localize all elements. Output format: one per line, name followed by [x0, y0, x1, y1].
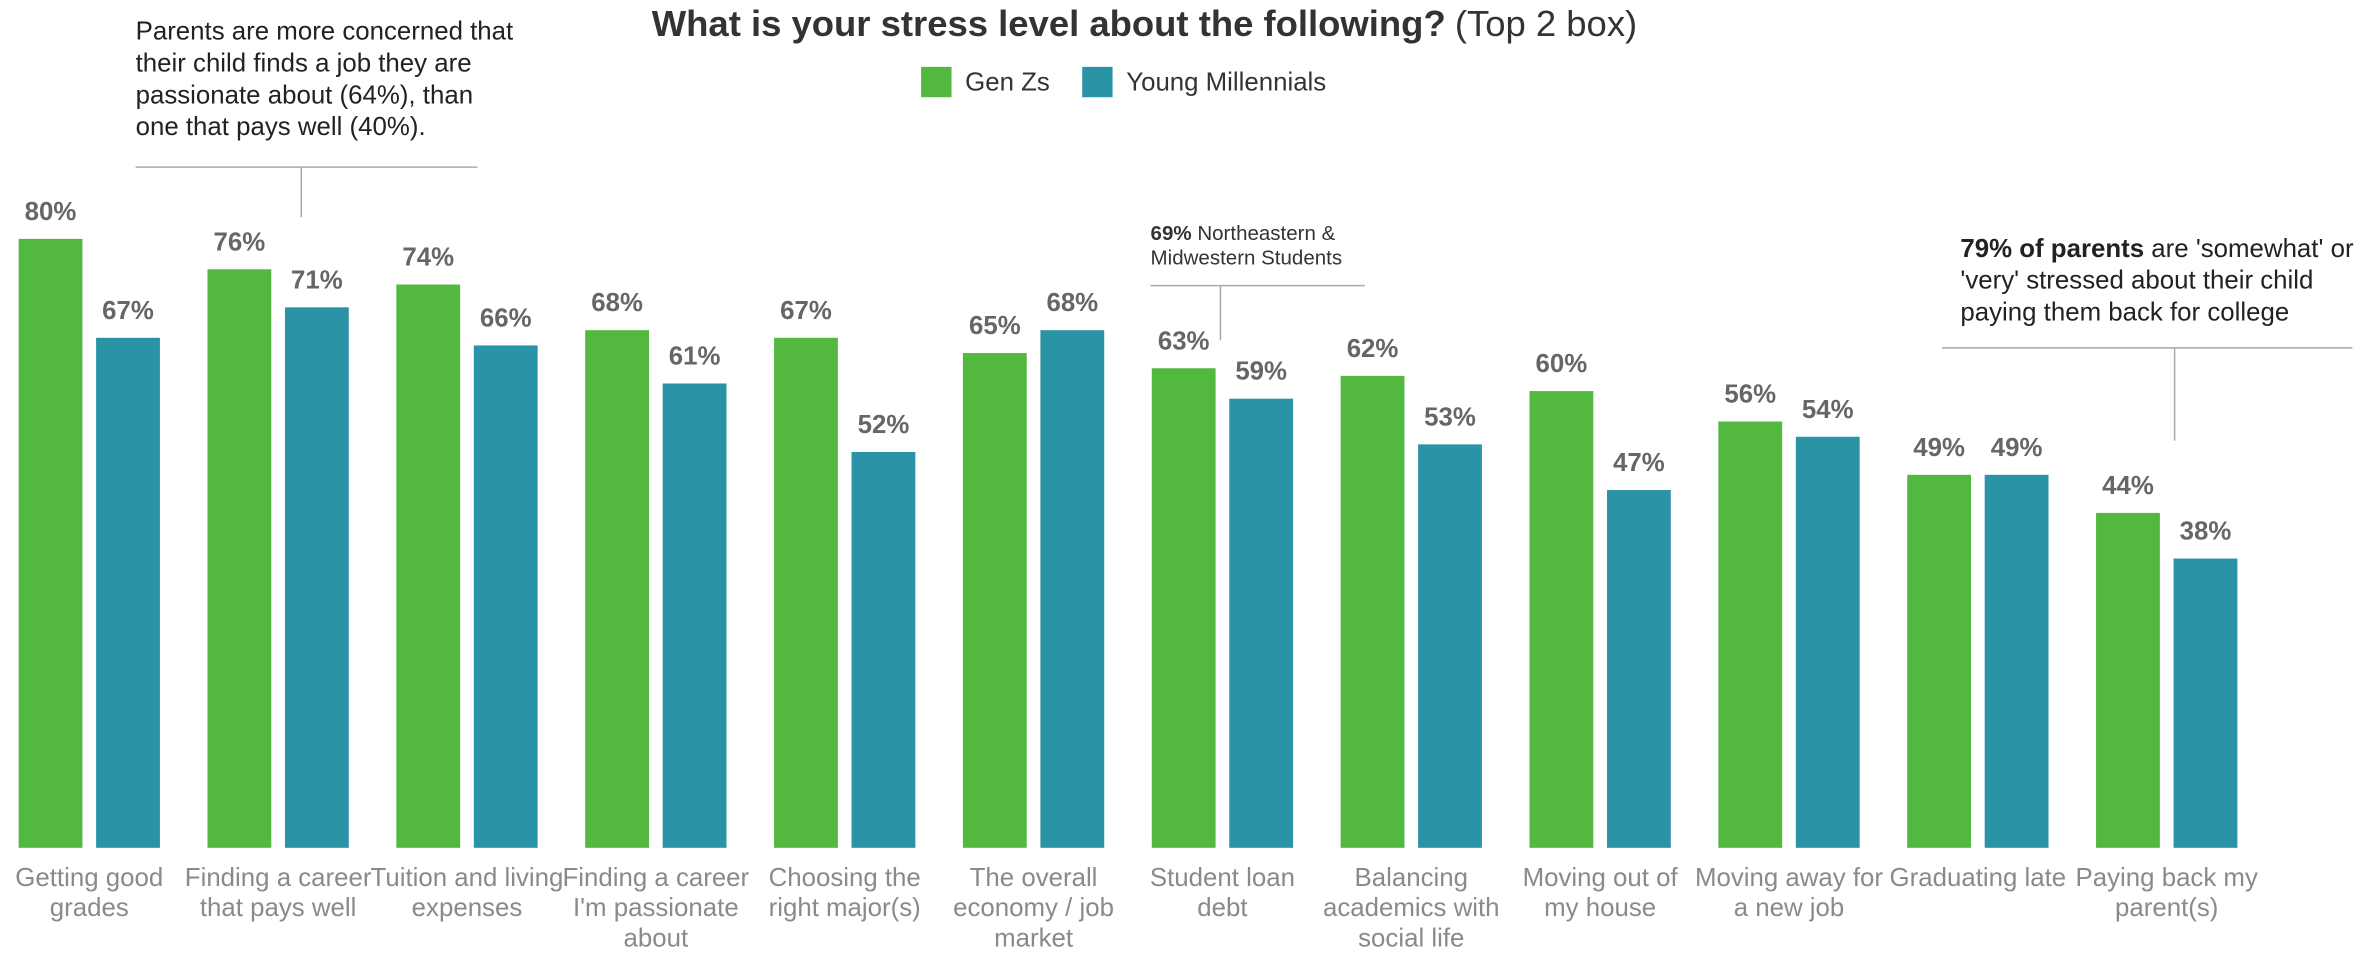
annotation-bold: 69% [1150, 221, 1192, 245]
bar [96, 337, 160, 848]
bar [1418, 444, 1482, 848]
legend-swatch [1082, 66, 1113, 98]
legend-label: Gen Zs [965, 68, 1050, 96]
x-tick-label: Moving away for a new job [1694, 863, 1884, 923]
annotation-text: Parents are more concerned that their ch… [135, 16, 514, 142]
bar [18, 238, 83, 848]
bar [1529, 391, 1594, 848]
x-tick-label-box: Tuition and living expenses [370, 863, 564, 923]
bar [284, 307, 349, 848]
value-label: 61% [669, 342, 721, 370]
value-label: 38% [2180, 518, 2232, 546]
x-tick-label-box: Getting good grades [15, 863, 164, 923]
value-label: 56% [1724, 381, 1776, 409]
value-label: 67% [102, 297, 154, 325]
x-tick-label: The overall economy / job market [953, 863, 1114, 953]
value-label: 80% [25, 198, 77, 226]
x-tick-label: Choosing the right major(s) [768, 863, 921, 923]
annotation-text: 69% Northeastern & Midwestern Students [1151, 222, 1371, 271]
value-label: 47% [1613, 449, 1665, 477]
x-tick-label-box: Student loan debt [1149, 863, 1295, 923]
annotation-bold: 79% of parents [1960, 233, 2145, 263]
bar [2173, 558, 2238, 848]
bar [1795, 436, 1860, 848]
x-tick-label-box: Moving away for a new job [1694, 863, 1884, 923]
value-label: 66% [480, 304, 532, 332]
value-label: 71% [291, 266, 343, 294]
x-tick-label: Finding a career that pays well [184, 863, 372, 923]
x-tick-label: Balancing academics with social life [1322, 863, 1500, 953]
value-label: 59% [1235, 358, 1287, 386]
annotation-rest: Northeastern & Midwestern Students [1150, 221, 1343, 269]
x-tick-label-box: Graduating late [1889, 863, 2067, 892]
annotation: 79% of parents are 'somewhat' or 'very' … [1960, 232, 2370, 328]
bar [851, 451, 916, 848]
x-tick-label-box: Finding a career I'm passionate about [562, 863, 750, 953]
bar [396, 284, 461, 848]
value-label: 68% [1046, 289, 1098, 317]
bar [1040, 330, 1105, 848]
x-tick-label: Graduating late [1889, 863, 2067, 892]
x-tick-label: Paying back my parent(s) [2075, 863, 2258, 923]
bar [1229, 398, 1294, 848]
bar [2096, 512, 2160, 848]
value-label: 49% [1991, 434, 2043, 462]
value-label: 53% [1424, 403, 1476, 431]
title-main: What is your stress level about the foll… [652, 2, 1446, 43]
x-tick-label-box: Paying back my parent(s) [2075, 863, 2258, 923]
value-label: 62% [1347, 335, 1399, 363]
x-tick-label: Student loan debt [1149, 863, 1295, 923]
x-tick-label: Finding a career I'm passionate about [562, 863, 750, 953]
legend-swatch [921, 66, 952, 98]
value-label: 54% [1802, 396, 1854, 424]
x-tick-label-box: Moving out of my house [1522, 863, 1678, 923]
bar [585, 330, 650, 848]
title-note: (Top 2 box) [1455, 2, 1637, 43]
annotation: 69% Northeastern & Midwestern Students [1151, 222, 1371, 271]
x-tick-label: Getting good grades [15, 863, 164, 923]
bar [1907, 474, 1972, 848]
x-tick-label: Moving out of my house [1522, 863, 1678, 923]
value-label: 63% [1158, 327, 1210, 355]
value-label: 74% [402, 244, 454, 272]
value-label: 65% [969, 312, 1021, 340]
value-label: 68% [591, 289, 643, 317]
x-tick-label: Tuition and living expenses [370, 863, 564, 923]
bar [1151, 368, 1216, 848]
chart-title: What is your stress level about the foll… [652, 2, 1637, 43]
value-label: 44% [2102, 472, 2154, 500]
legend-label: Young Millennials [1126, 68, 1326, 96]
bar [662, 383, 727, 848]
x-tick-label-box: Finding a career that pays well [184, 863, 372, 923]
annotation-rest: are 'somewhat' or 'very' stressed about … [1960, 233, 2354, 327]
value-label: 52% [858, 411, 910, 439]
bar [774, 337, 838, 848]
value-label: 49% [1913, 434, 1965, 462]
bar [1340, 375, 1405, 848]
bar [207, 269, 272, 848]
bar [1718, 421, 1783, 848]
bar [1984, 474, 2049, 848]
value-label: 67% [780, 297, 832, 325]
x-tick-label-box: Balancing academics with social life [1322, 863, 1500, 953]
bar [1606, 490, 1671, 848]
value-label: 76% [214, 228, 266, 256]
x-tick-label-box: Choosing the right major(s) [768, 863, 921, 923]
annotation: Parents are more concerned that their ch… [135, 16, 514, 142]
annotation-text: 79% of parents are 'somewhat' or 'very' … [1960, 232, 2370, 328]
bar [473, 345, 538, 848]
x-tick-label-box: The overall economy / job market [953, 863, 1114, 953]
bar [962, 353, 1027, 848]
value-label: 60% [1536, 350, 1588, 378]
